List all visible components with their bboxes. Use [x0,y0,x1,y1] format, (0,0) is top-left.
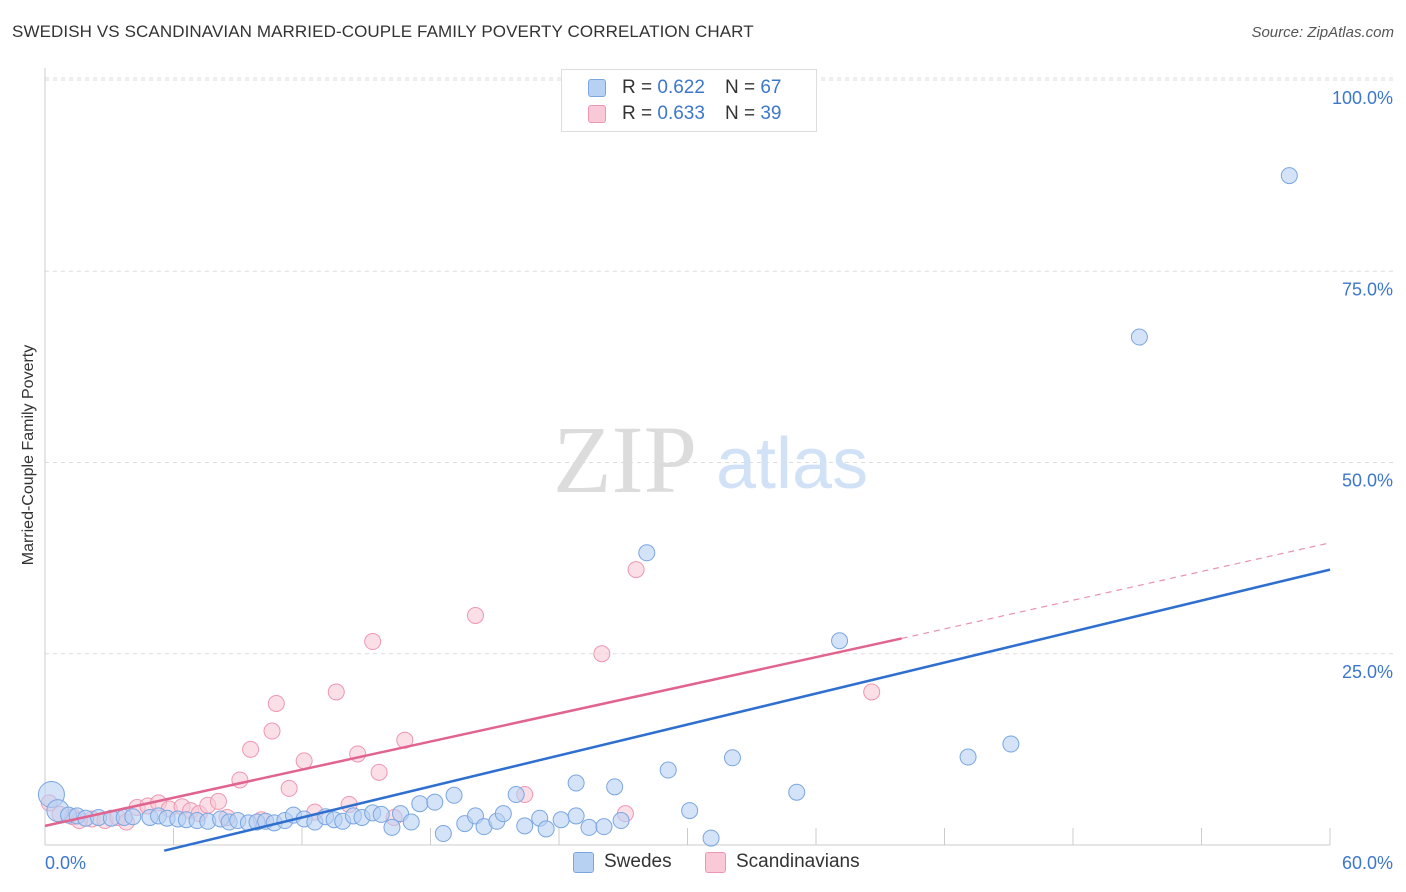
swedes-point [494,805,512,823]
axes [44,68,1331,846]
r-label: R = [622,103,653,124]
data-points [37,167,1298,847]
scandinavians-point [263,722,281,740]
swedes-point [606,778,624,796]
watermark: ZIP atlas [553,406,868,513]
legend-row-swedes: R = 0.622 N = 67 [588,76,781,100]
trend-lines [44,542,1331,852]
swedes-point [1280,167,1298,185]
n-value: 67 [760,77,782,98]
swedes-point [567,807,585,825]
scandinavians-point [280,779,298,797]
n-label: N = [724,103,756,124]
scandinavians-trend-line [44,637,902,828]
legend-label-scandinavians: Scandinavians [736,851,860,872]
swedes-point [567,774,585,792]
swedes-point [507,786,525,804]
swedes-swatch [588,79,606,97]
chart-title: SWEDISH VS SCANDINAVIAN MARRIED-COUPLE F… [12,22,754,41]
y-tick-label: 100.0% [1332,88,1393,108]
scandinavians-point [364,633,382,651]
swedes-point [959,748,977,766]
swedes-point [1002,735,1020,753]
swedes-trend-line [163,568,1331,852]
scandinavians-point [209,792,227,810]
correlation-legend: R = 0.622 N = 67 R = 0.633 N = 39 [561,69,817,132]
swedes-point [537,820,555,838]
scandinavians-trend-extension [901,542,1331,640]
scandinavians-point [267,694,285,712]
scandinavians-swatch [588,105,606,123]
legend-label-swedes: Swedes [604,851,672,872]
scandinavians-swatch [705,851,726,873]
y-tick-label: 25.0% [1342,662,1393,682]
swedes-point [831,632,849,650]
swedes-point [659,761,677,779]
scandinavians-point [593,645,611,663]
y-tick-label: 50.0% [1342,471,1393,491]
n-label: N = [724,77,756,98]
x-tick-label: 0.0% [45,853,86,873]
n-value: 39 [760,103,782,124]
swedes-point [595,818,613,836]
source-credit: Source: ZipAtlas.com [1251,24,1394,41]
legend-item-swedes: Swedes [573,851,672,873]
watermark-zip: ZIP [553,406,697,513]
swedes-point [788,783,806,801]
r-value: 0.633 [657,103,705,124]
swedes-point [124,808,142,826]
legend-row-scandinavians: R = 0.633 N = 39 [588,102,781,126]
swedes-point [402,813,420,831]
series-legend: Swedes Scandinavians [0,851,1406,877]
swedes-point [445,786,463,804]
swedes-point [1130,328,1148,346]
swedes-point [372,805,390,823]
swedes-point [516,817,534,835]
grid-lines [45,77,1395,655]
scandinavians-point [370,763,388,781]
swedes-point [580,818,598,836]
scandinavians-point [242,740,260,758]
scandinavians-point [295,752,313,770]
swedes-point [612,812,630,830]
tick-labels: 100.0% 75.0% 50.0% 25.0% 0.0% 60.0% [45,88,1393,873]
scandinavians-point [863,683,881,701]
swedes-point [552,811,570,829]
swedes-point [702,829,720,847]
swedes-point [434,825,452,843]
swedes-point [426,793,444,811]
legend-item-scandinavians: Scandinavians [705,851,860,873]
swedes-point [638,544,656,562]
swedes-point [723,749,741,767]
scandinavians-point [327,683,345,701]
y-tick-label: 75.0% [1342,279,1393,299]
swedes-point [383,818,401,836]
swedes-swatch [573,851,594,873]
r-label: R = [622,77,653,98]
watermark-atlas: atlas [716,424,868,504]
swedes-point [411,795,429,813]
r-value: 0.622 [657,77,705,98]
swedes-point [681,802,699,820]
scandinavians-point [466,607,484,624]
scandinavians-point [627,561,645,579]
x-tick-label: 60.0% [1342,853,1393,873]
